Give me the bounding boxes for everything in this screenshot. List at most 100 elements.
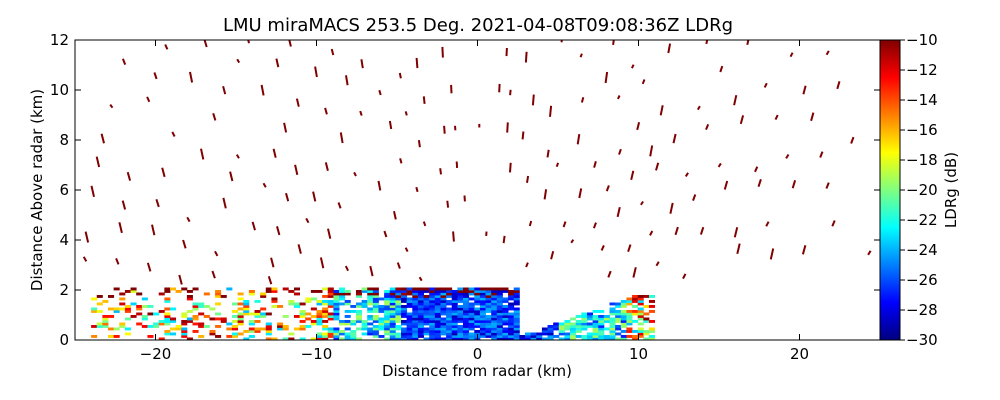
heatmap-cell (598, 320, 605, 323)
heatmap-cell (541, 330, 548, 333)
heatmap-cell (339, 287, 346, 291)
heatmap-cell (468, 332, 475, 336)
echo-mark (396, 262, 401, 269)
heatmap-cell (474, 292, 481, 296)
heatmap-cell (609, 337, 616, 340)
heatmap-cell (440, 312, 447, 316)
heatmap-cell (457, 310, 464, 313)
echo-mark (616, 206, 621, 218)
heatmap-cell (496, 325, 503, 328)
heatmap-cell (355, 295, 362, 298)
heatmap-cell (367, 292, 374, 296)
heatmap-cell (592, 310, 599, 313)
heatmap-cell (451, 337, 458, 340)
heatmap-cell (406, 292, 413, 296)
heatmap-cell (463, 332, 470, 336)
heatmap-cell (164, 307, 171, 311)
heatmap-cell (237, 292, 244, 296)
heatmap-cell (485, 332, 492, 336)
heatmap-cell (468, 297, 475, 301)
heatmap-cell (598, 310, 605, 313)
heatmap-cell (327, 335, 334, 338)
heatmap-cell (491, 292, 498, 296)
heatmap-cell (417, 322, 424, 326)
heatmap-cell (485, 315, 492, 318)
heatmap-cell (496, 300, 503, 303)
heatmap-cell (564, 335, 571, 338)
heatmap-cell (626, 335, 633, 338)
heatmap-cell (378, 297, 385, 301)
heatmap-cell (186, 337, 193, 340)
heatmap-cell (417, 312, 424, 316)
echo-mark (377, 180, 382, 191)
heatmap-cell (339, 330, 346, 333)
heatmap-cell (547, 325, 554, 328)
heatmap-cell (446, 327, 453, 331)
echo-mark (739, 115, 745, 125)
heatmap-cell (502, 330, 509, 333)
heatmap-cell (468, 327, 475, 331)
heatmap-cell (350, 320, 357, 323)
heatmap-cell (434, 290, 441, 293)
heatmap-cell (434, 327, 441, 331)
echo-mark (324, 107, 328, 115)
heatmap-cell (384, 300, 391, 303)
heatmap-cell (181, 327, 188, 331)
heatmap-cell (541, 337, 548, 340)
heatmap-cell (446, 315, 453, 318)
heatmap-cell (372, 315, 379, 318)
heatmap-cell (609, 330, 616, 333)
echo-mark (655, 162, 660, 171)
heatmap-cell (491, 315, 498, 318)
heatmap-cell (615, 305, 622, 308)
x-axis: −20 −10 0 10 20 (140, 40, 809, 363)
heatmap-cell (198, 322, 205, 326)
heatmap-cell (389, 302, 396, 306)
heatmap-cell (355, 317, 362, 321)
heatmap-cell (496, 320, 503, 323)
heatmap-cell (643, 317, 650, 321)
heatmap-cell (361, 322, 368, 326)
heatmap-cell (372, 290, 379, 293)
heatmap-cell (479, 295, 486, 298)
heatmap-cell (474, 287, 481, 291)
heatmap-cell (350, 305, 357, 308)
heatmap-cell (474, 300, 481, 303)
heatmap-cell (417, 327, 424, 331)
heatmap-cell (451, 315, 458, 318)
heatmap-cell (592, 322, 599, 326)
heatmap-cell (632, 320, 639, 323)
heatmap-cell (158, 320, 165, 323)
heatmap-cell (434, 315, 441, 318)
heatmap-cell (327, 302, 334, 306)
colorbar-tick-label: −22 (906, 211, 938, 229)
heatmap-cell (406, 297, 413, 301)
heatmap-cell (260, 292, 267, 296)
heatmap-cell (451, 325, 458, 328)
echo-mark (189, 71, 194, 83)
heatmap-cell (513, 320, 520, 323)
heatmap-cell (254, 315, 261, 318)
heatmap-cell (479, 322, 486, 326)
heatmap-cell (536, 332, 543, 336)
heatmap-cell (508, 320, 515, 323)
heatmap-cell (119, 302, 126, 306)
heatmap-cell (463, 295, 470, 298)
heatmap-cell (446, 295, 453, 298)
heatmap-cell (412, 330, 419, 333)
heatmap-cell (603, 337, 610, 340)
heatmap-cell (108, 327, 115, 331)
heatmap-cell (248, 335, 255, 338)
heatmap-cell (434, 292, 441, 296)
heatmap-cell (609, 335, 616, 338)
heatmap-cell (231, 332, 239, 336)
heatmap-cell (243, 302, 250, 306)
echo-mark (441, 46, 444, 58)
heatmap-cell (406, 325, 413, 328)
heatmap-cell (367, 287, 374, 291)
heatmap-cell (429, 332, 436, 336)
heatmap-cell (395, 290, 402, 293)
heatmap-cell (265, 327, 272, 331)
echo-mark (378, 89, 382, 96)
heatmap-cell (237, 297, 244, 301)
